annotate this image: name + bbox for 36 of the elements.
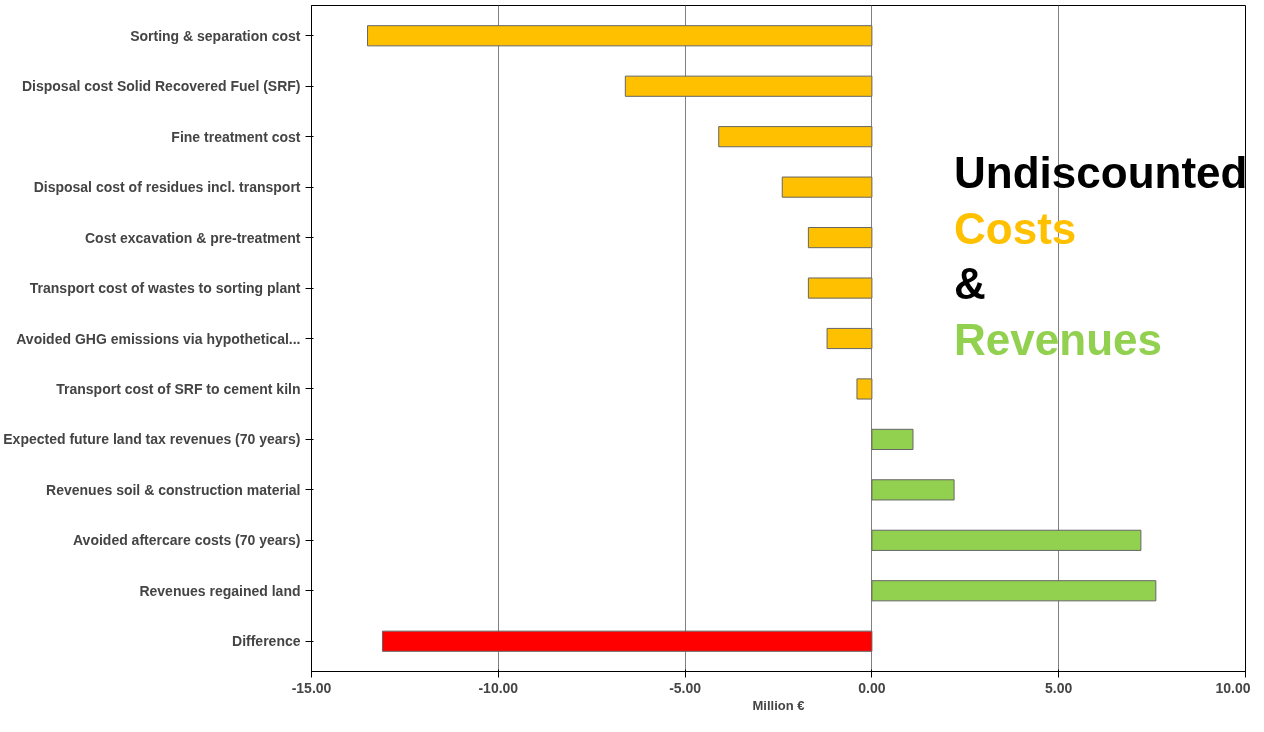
y-tick-label: Disposal cost Solid Recovered Fuel (SRF): [22, 78, 301, 95]
y-tick-label: Sorting & separation cost: [130, 27, 301, 44]
y-tick-label: Cost excavation & pre-treatment: [85, 229, 301, 246]
x-tick-label: -5.00: [669, 679, 702, 696]
bar: [381, 630, 873, 652]
x-tick-label: 0.00: [858, 679, 886, 696]
y-tick-label: Transport cost of wastes to sorting plant: [29, 280, 301, 297]
bar: [871, 479, 955, 501]
bar: [807, 227, 873, 249]
y-tick-label: Fine treatment cost: [171, 128, 301, 145]
bar: [871, 580, 1157, 602]
x-axis-title: Million €: [752, 697, 805, 713]
annotation: Undiscounted: [954, 148, 1248, 198]
annotation: Costs: [954, 203, 1077, 253]
y-tick-label: Avoided GHG emissions via hypothetical...: [16, 330, 301, 347]
y-tick-label: Expected future land tax revenues (70 years): [3, 431, 301, 448]
y-tick-label: Disposal cost of residues incl. transport: [33, 179, 301, 196]
bar: [871, 428, 914, 450]
bar: [871, 529, 1142, 551]
annotation: &: [954, 259, 986, 309]
y-tick-label: Revenues regained land: [139, 582, 301, 599]
x-tick-label: 10.00: [1215, 679, 1251, 696]
bar: [367, 25, 873, 47]
y-tick-label: Transport cost of SRF to cement kiln: [56, 380, 301, 397]
y-tick-label: Revenues soil & construction material: [46, 481, 301, 498]
y-tick-label: Avoided aftercare costs (70 years): [73, 532, 301, 549]
bar: [826, 327, 873, 350]
bar: [856, 378, 873, 400]
y-tick-label: Difference: [232, 633, 301, 650]
bar: [718, 126, 873, 148]
x-tick-label: -15.00: [291, 679, 332, 696]
bar: [807, 277, 873, 299]
x-tick-label: 5.00: [1045, 679, 1073, 696]
bar: [624, 75, 873, 97]
bar: [781, 176, 873, 198]
x-tick-label: -10.00: [478, 679, 519, 696]
